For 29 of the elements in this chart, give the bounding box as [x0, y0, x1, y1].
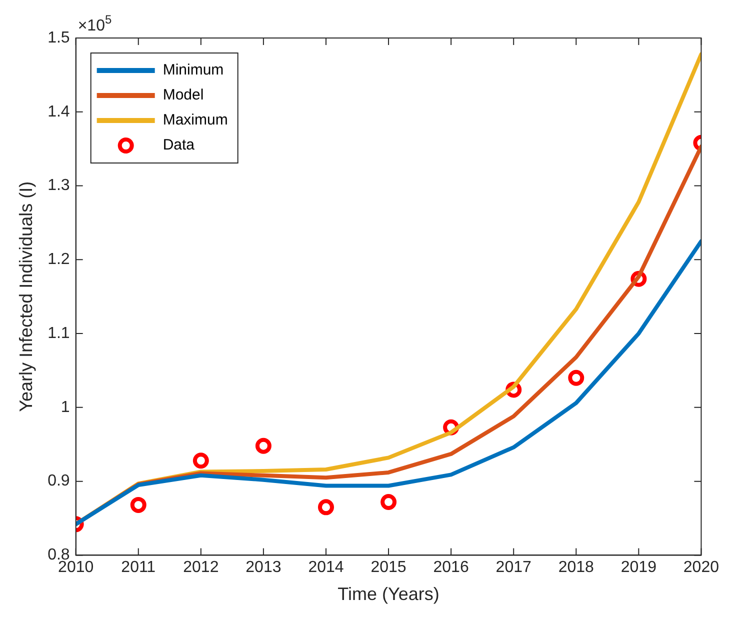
x-tick-label: 2017 — [496, 559, 532, 576]
point — [318, 499, 334, 516]
legend-label: Minimum — [162, 62, 224, 79]
legend-label: Data — [162, 136, 196, 154]
x-tick-label: 2015 — [370, 559, 406, 576]
y-tick-label: 1.2 — [48, 251, 70, 268]
y-axis-title: Yearly Infected Individuals (I) — [16, 181, 36, 412]
y-tick-label: 1.1 — [48, 324, 70, 342]
x-tick-label: 2018 — [558, 559, 594, 576]
legend-label: Maximum — [162, 112, 228, 129]
y-tick-label: 1 — [60, 398, 70, 416]
x-tick-label: 2020 — [683, 559, 720, 576]
y-tick-label: 1.5 — [48, 29, 70, 46]
x-axis-title: Time (Years) — [338, 584, 440, 604]
x-tick-label: 2011 — [121, 559, 156, 576]
point — [130, 496, 146, 513]
x-tick-label: 2016 — [433, 559, 469, 576]
y-tick-label: 1.4 — [48, 103, 70, 120]
legend-label: Model — [162, 86, 204, 104]
x-tick-label: 2013 — [246, 559, 282, 576]
x-tick-label: 2019 — [620, 559, 657, 576]
y-tick-label: 0.9 — [48, 472, 70, 490]
point — [255, 438, 272, 454]
x-tick-label: 2012 — [183, 559, 219, 576]
x-tick-label: 2014 — [308, 559, 344, 576]
point — [192, 452, 209, 469]
y-tick-label: 1.3 — [48, 177, 70, 194]
point — [380, 494, 397, 510]
point — [568, 370, 584, 386]
